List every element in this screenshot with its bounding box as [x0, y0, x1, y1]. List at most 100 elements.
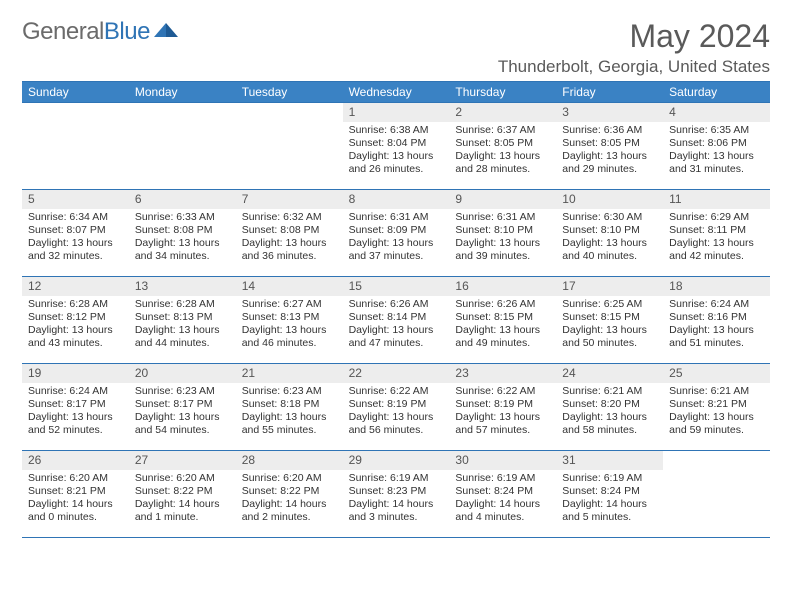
- day-number: 7: [236, 190, 343, 209]
- day-headers-row: SundayMondayTuesdayWednesdayThursdayFrid…: [22, 81, 770, 102]
- day-number: 26: [22, 451, 129, 470]
- day-header: Thursday: [449, 82, 556, 102]
- day-cell: 4Sunrise: 6:35 AMSunset: 8:06 PMDaylight…: [663, 103, 770, 189]
- day-info: Sunrise: 6:23 AMSunset: 8:17 PMDaylight:…: [129, 383, 236, 441]
- day-number: 13: [129, 277, 236, 296]
- title-block: May 2024 Thunderbolt, Georgia, United St…: [498, 18, 770, 77]
- brand-part1: General: [22, 18, 104, 46]
- day-cell: 9Sunrise: 6:31 AMSunset: 8:10 PMDaylight…: [449, 190, 556, 276]
- day-cell: 13Sunrise: 6:28 AMSunset: 8:13 PMDayligh…: [129, 277, 236, 363]
- day-number: 6: [129, 190, 236, 209]
- day-number: 19: [22, 364, 129, 383]
- day-number: 18: [663, 277, 770, 296]
- day-cell: 26Sunrise: 6:20 AMSunset: 8:21 PMDayligh…: [22, 451, 129, 537]
- day-number: 24: [556, 364, 663, 383]
- day-info: Sunrise: 6:34 AMSunset: 8:07 PMDaylight:…: [22, 209, 129, 267]
- day-cell: 15Sunrise: 6:26 AMSunset: 8:14 PMDayligh…: [343, 277, 450, 363]
- day-cell: 3Sunrise: 6:36 AMSunset: 8:05 PMDaylight…: [556, 103, 663, 189]
- day-number: 11: [663, 190, 770, 209]
- day-info: Sunrise: 6:20 AMSunset: 8:22 PMDaylight:…: [236, 470, 343, 528]
- week-row: 26Sunrise: 6:20 AMSunset: 8:21 PMDayligh…: [22, 450, 770, 537]
- day-cell: 22Sunrise: 6:22 AMSunset: 8:19 PMDayligh…: [343, 364, 450, 450]
- day-cell: [129, 103, 236, 189]
- day-info: Sunrise: 6:23 AMSunset: 8:18 PMDaylight:…: [236, 383, 343, 441]
- day-info: Sunrise: 6:19 AMSunset: 8:23 PMDaylight:…: [343, 470, 450, 528]
- day-header: Tuesday: [236, 82, 343, 102]
- day-number: 17: [556, 277, 663, 296]
- day-cell: 30Sunrise: 6:19 AMSunset: 8:24 PMDayligh…: [449, 451, 556, 537]
- day-cell: [22, 103, 129, 189]
- week-row: 1Sunrise: 6:38 AMSunset: 8:04 PMDaylight…: [22, 102, 770, 189]
- day-info: Sunrise: 6:24 AMSunset: 8:16 PMDaylight:…: [663, 296, 770, 354]
- day-cell: 11Sunrise: 6:29 AMSunset: 8:11 PMDayligh…: [663, 190, 770, 276]
- day-number: 12: [22, 277, 129, 296]
- day-cell: 24Sunrise: 6:21 AMSunset: 8:20 PMDayligh…: [556, 364, 663, 450]
- day-number: 2: [449, 103, 556, 122]
- day-info: Sunrise: 6:19 AMSunset: 8:24 PMDaylight:…: [556, 470, 663, 528]
- day-number: 23: [449, 364, 556, 383]
- day-number: 5: [22, 190, 129, 209]
- calendar-page: GeneralBlue May 2024 Thunderbolt, Georgi…: [0, 0, 792, 548]
- day-number: 28: [236, 451, 343, 470]
- day-number: 29: [343, 451, 450, 470]
- day-cell: 14Sunrise: 6:27 AMSunset: 8:13 PMDayligh…: [236, 277, 343, 363]
- day-cell: [236, 103, 343, 189]
- day-cell: 19Sunrise: 6:24 AMSunset: 8:17 PMDayligh…: [22, 364, 129, 450]
- day-info: Sunrise: 6:28 AMSunset: 8:13 PMDaylight:…: [129, 296, 236, 354]
- location-text: Thunderbolt, Georgia, United States: [498, 57, 770, 77]
- day-header: Sunday: [22, 82, 129, 102]
- day-info: Sunrise: 6:20 AMSunset: 8:22 PMDaylight:…: [129, 470, 236, 528]
- day-cell: 27Sunrise: 6:20 AMSunset: 8:22 PMDayligh…: [129, 451, 236, 537]
- day-info: Sunrise: 6:27 AMSunset: 8:13 PMDaylight:…: [236, 296, 343, 354]
- day-number: 30: [449, 451, 556, 470]
- day-cell: 8Sunrise: 6:31 AMSunset: 8:09 PMDaylight…: [343, 190, 450, 276]
- day-cell: 2Sunrise: 6:37 AMSunset: 8:05 PMDaylight…: [449, 103, 556, 189]
- day-info: Sunrise: 6:31 AMSunset: 8:10 PMDaylight:…: [449, 209, 556, 267]
- day-number: 9: [449, 190, 556, 209]
- day-cell: 16Sunrise: 6:26 AMSunset: 8:15 PMDayligh…: [449, 277, 556, 363]
- calendar-bottom-border: [22, 537, 770, 538]
- day-number: 1: [343, 103, 450, 122]
- day-cell: 25Sunrise: 6:21 AMSunset: 8:21 PMDayligh…: [663, 364, 770, 450]
- day-cell: 20Sunrise: 6:23 AMSunset: 8:17 PMDayligh…: [129, 364, 236, 450]
- day-cell: 21Sunrise: 6:23 AMSunset: 8:18 PMDayligh…: [236, 364, 343, 450]
- day-cell: 7Sunrise: 6:32 AMSunset: 8:08 PMDaylight…: [236, 190, 343, 276]
- day-cell: 17Sunrise: 6:25 AMSunset: 8:15 PMDayligh…: [556, 277, 663, 363]
- day-number: 4: [663, 103, 770, 122]
- day-number: 3: [556, 103, 663, 122]
- week-row: 5Sunrise: 6:34 AMSunset: 8:07 PMDaylight…: [22, 189, 770, 276]
- day-cell: 23Sunrise: 6:22 AMSunset: 8:19 PMDayligh…: [449, 364, 556, 450]
- day-info: Sunrise: 6:22 AMSunset: 8:19 PMDaylight:…: [343, 383, 450, 441]
- brand-logo: GeneralBlue: [22, 18, 180, 46]
- day-number: 31: [556, 451, 663, 470]
- day-header: Monday: [129, 82, 236, 102]
- day-info: Sunrise: 6:26 AMSunset: 8:15 PMDaylight:…: [449, 296, 556, 354]
- day-info: Sunrise: 6:38 AMSunset: 8:04 PMDaylight:…: [343, 122, 450, 180]
- day-info: Sunrise: 6:22 AMSunset: 8:19 PMDaylight:…: [449, 383, 556, 441]
- day-info: Sunrise: 6:30 AMSunset: 8:10 PMDaylight:…: [556, 209, 663, 267]
- day-number: 15: [343, 277, 450, 296]
- day-cell: 10Sunrise: 6:30 AMSunset: 8:10 PMDayligh…: [556, 190, 663, 276]
- day-cell: 6Sunrise: 6:33 AMSunset: 8:08 PMDaylight…: [129, 190, 236, 276]
- day-cell: 18Sunrise: 6:24 AMSunset: 8:16 PMDayligh…: [663, 277, 770, 363]
- day-info: Sunrise: 6:19 AMSunset: 8:24 PMDaylight:…: [449, 470, 556, 528]
- day-header: Saturday: [663, 82, 770, 102]
- week-row: 19Sunrise: 6:24 AMSunset: 8:17 PMDayligh…: [22, 363, 770, 450]
- day-info: Sunrise: 6:28 AMSunset: 8:12 PMDaylight:…: [22, 296, 129, 354]
- day-info: Sunrise: 6:24 AMSunset: 8:17 PMDaylight:…: [22, 383, 129, 441]
- day-info: Sunrise: 6:21 AMSunset: 8:21 PMDaylight:…: [663, 383, 770, 441]
- day-number: 22: [343, 364, 450, 383]
- logo-mark-icon: [154, 18, 180, 46]
- day-number: 8: [343, 190, 450, 209]
- brand-part2: Blue: [104, 18, 150, 46]
- day-info: Sunrise: 6:35 AMSunset: 8:06 PMDaylight:…: [663, 122, 770, 180]
- day-info: Sunrise: 6:29 AMSunset: 8:11 PMDaylight:…: [663, 209, 770, 267]
- day-info: Sunrise: 6:36 AMSunset: 8:05 PMDaylight:…: [556, 122, 663, 180]
- day-cell: 5Sunrise: 6:34 AMSunset: 8:07 PMDaylight…: [22, 190, 129, 276]
- day-info: Sunrise: 6:26 AMSunset: 8:14 PMDaylight:…: [343, 296, 450, 354]
- day-info: Sunrise: 6:32 AMSunset: 8:08 PMDaylight:…: [236, 209, 343, 267]
- day-info: Sunrise: 6:33 AMSunset: 8:08 PMDaylight:…: [129, 209, 236, 267]
- day-info: Sunrise: 6:25 AMSunset: 8:15 PMDaylight:…: [556, 296, 663, 354]
- day-info: Sunrise: 6:21 AMSunset: 8:20 PMDaylight:…: [556, 383, 663, 441]
- day-number: 25: [663, 364, 770, 383]
